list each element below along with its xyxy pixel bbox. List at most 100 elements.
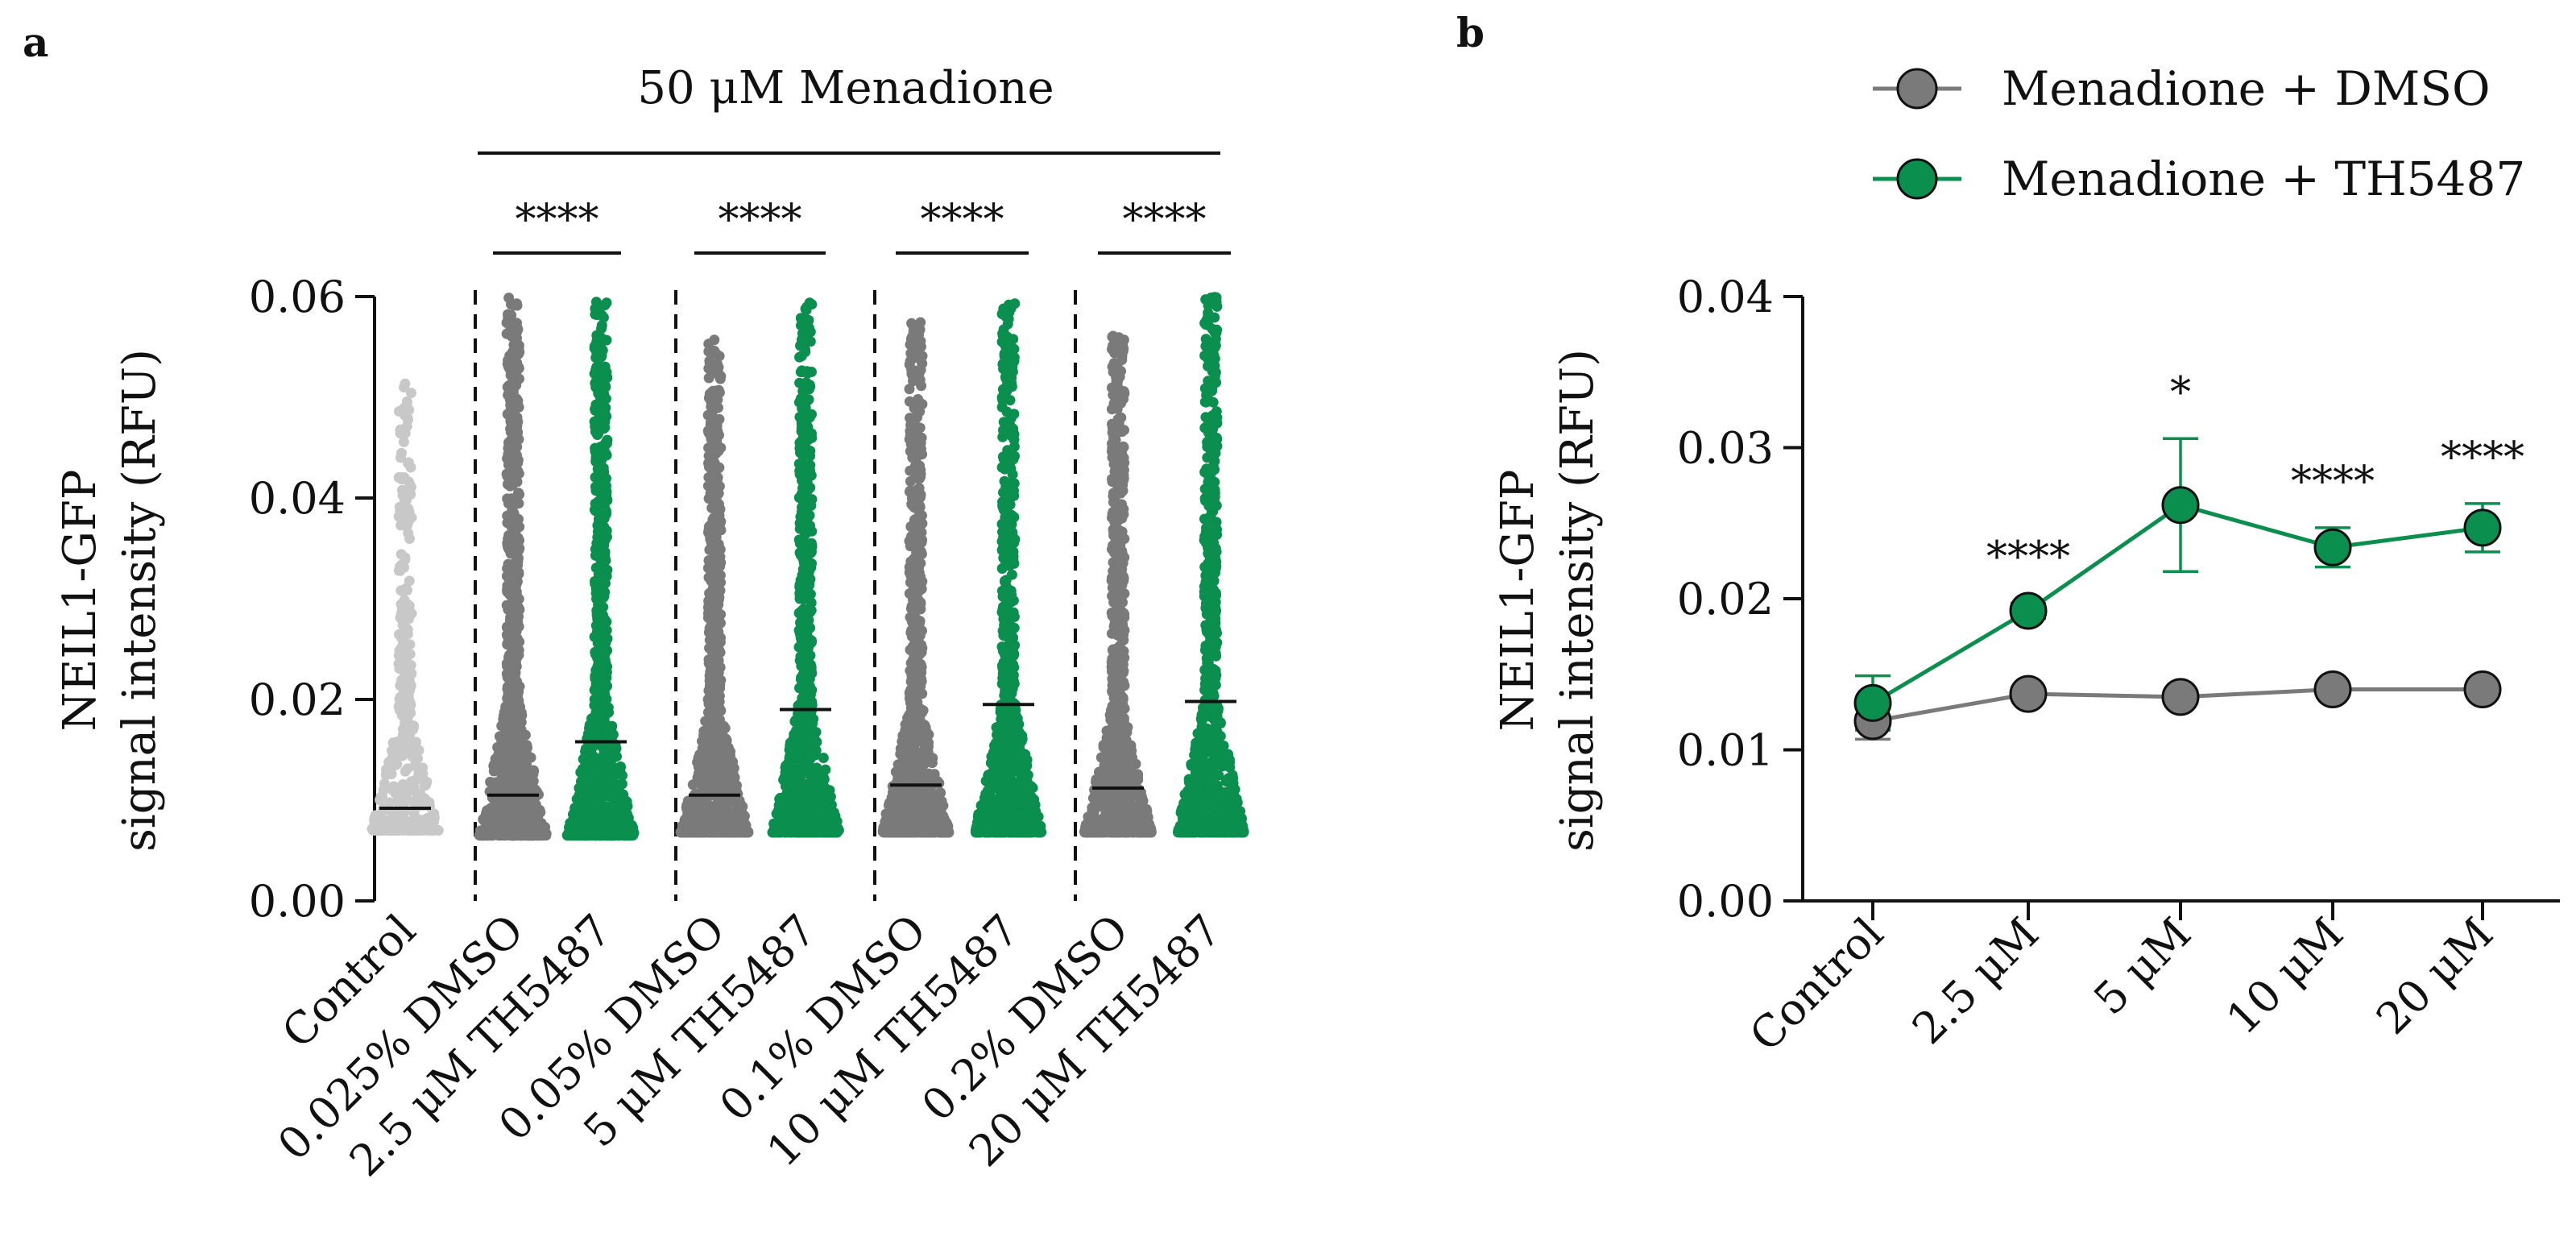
- panel-a-dot: [508, 351, 520, 362]
- panel-a-dot: [909, 812, 920, 824]
- panel-a-dot: [588, 802, 599, 813]
- panel-a-dot: [704, 388, 715, 400]
- panel-a-dot: [503, 604, 514, 615]
- panel-a-dot: [706, 401, 717, 413]
- panel-a-dot: [511, 626, 522, 637]
- panel-a-dot: [396, 824, 406, 835]
- panel-a-dots-1: [367, 378, 444, 836]
- panel-a-dot: [507, 830, 519, 841]
- panel-a-dot: [589, 694, 600, 705]
- panel-a-dot: [707, 674, 719, 686]
- panel-a-dot: [910, 723, 921, 734]
- panel-a-dot: [590, 481, 601, 492]
- panel-a-dot: [908, 325, 919, 336]
- panel-a-dot: [801, 525, 812, 537]
- panel-a-dot: [599, 757, 611, 768]
- panel-a-dot: [796, 537, 807, 548]
- panel-a-dot: [503, 437, 514, 448]
- panel-a-dot: [709, 460, 720, 471]
- panel-a-dot: [396, 447, 407, 459]
- panel-a-dot: [802, 316, 814, 327]
- panel-a-dot: [703, 442, 714, 454]
- panel-a-dot: [603, 830, 614, 841]
- panel-a-dot: [589, 684, 600, 695]
- panel-a-dot: [904, 709, 915, 720]
- panel-a-dot: [789, 827, 801, 838]
- panel-a-dot: [601, 334, 612, 346]
- panel-a-dot: [681, 815, 692, 826]
- panel-a-dot: [504, 480, 516, 492]
- panel-a-dot: [503, 533, 514, 545]
- panel-a-dot: [707, 735, 719, 746]
- panel-a-dot: [395, 428, 406, 439]
- panel-a-dot: [500, 746, 511, 757]
- panel-a-dot: [708, 416, 719, 427]
- panel-a-dot: [397, 750, 408, 762]
- panel-a-dot: [420, 824, 431, 836]
- panel-a-dot: [506, 679, 517, 691]
- panel-a-dot: [900, 824, 911, 836]
- panel-a-dot: [494, 820, 504, 831]
- panel-a-dot: [499, 775, 511, 786]
- panel-a-dot: [597, 741, 608, 753]
- panel-a-dot: [703, 372, 714, 384]
- panel-a-dot: [803, 615, 814, 626]
- panel-a-dot: [489, 759, 499, 770]
- panel-a-dot: [803, 722, 814, 733]
- panel-a-dot: [500, 701, 511, 712]
- panel-a-dot: [400, 739, 411, 749]
- panel-a-dot: [503, 445, 515, 456]
- panel-a-dot: [794, 438, 806, 448]
- panel-a-dot: [534, 804, 545, 815]
- panel-a-dot: [775, 815, 786, 826]
- panel-a-dot: [627, 824, 638, 835]
- panel-a-dot: [502, 621, 513, 633]
- panel-a-dot: [911, 352, 922, 363]
- panel-a-dot: [496, 735, 507, 746]
- panel-a-dot: [511, 327, 522, 338]
- panel-a-dot: [594, 707, 606, 718]
- panel-a-dot: [592, 830, 603, 840]
- panel-a-dot: [715, 812, 727, 824]
- panel-a-dot: [507, 661, 518, 672]
- panel-a-dot: [507, 523, 518, 534]
- panel-a-dot: [590, 811, 602, 822]
- panel-a-dot: [711, 602, 723, 613]
- panel-a-dot: [590, 426, 601, 438]
- panel-a-dot: [904, 384, 915, 395]
- panel-a-dots-5: [767, 297, 844, 838]
- panel-a-dot: [478, 814, 490, 824]
- panel-a-dot: [425, 815, 436, 827]
- panel-a-dot: [398, 403, 409, 414]
- panel-a-dot: [715, 371, 727, 382]
- panel-a-dot: [398, 437, 409, 447]
- panel-a-dot: [801, 301, 813, 313]
- panel-a-dot: [734, 795, 745, 806]
- panel-a-dot: [915, 438, 926, 449]
- panel-a-dot: [505, 426, 516, 438]
- panel-a-dot: [593, 383, 604, 394]
- panel-a-dot: [530, 827, 541, 837]
- panel-a-dot: [913, 369, 925, 380]
- panel-a-dot: [913, 567, 925, 578]
- panel-a-dot: [509, 799, 520, 810]
- panel-a-dot: [913, 396, 925, 407]
- panel-a-dot: [797, 564, 809, 575]
- panel-a-dot: [509, 410, 520, 421]
- panel-a-dot: [566, 828, 578, 840]
- panel-a-dot: [705, 522, 716, 533]
- panel-a-dot: [703, 685, 714, 696]
- panel-a-dot: [712, 482, 723, 493]
- panel-a-dot: [710, 537, 722, 548]
- panel-a-dot: [711, 624, 723, 635]
- panel-a-dot: [594, 660, 605, 671]
- panel-a-dot: [511, 652, 523, 663]
- panel-a-dot: [920, 722, 931, 732]
- panel-a-dot: [720, 733, 731, 745]
- panel-a-dot: [524, 803, 535, 814]
- panel-a-dot: [598, 777, 609, 788]
- panel-a-dot: [786, 766, 797, 777]
- panel-a-dot: [741, 826, 752, 837]
- panel-a-dot: [598, 620, 610, 630]
